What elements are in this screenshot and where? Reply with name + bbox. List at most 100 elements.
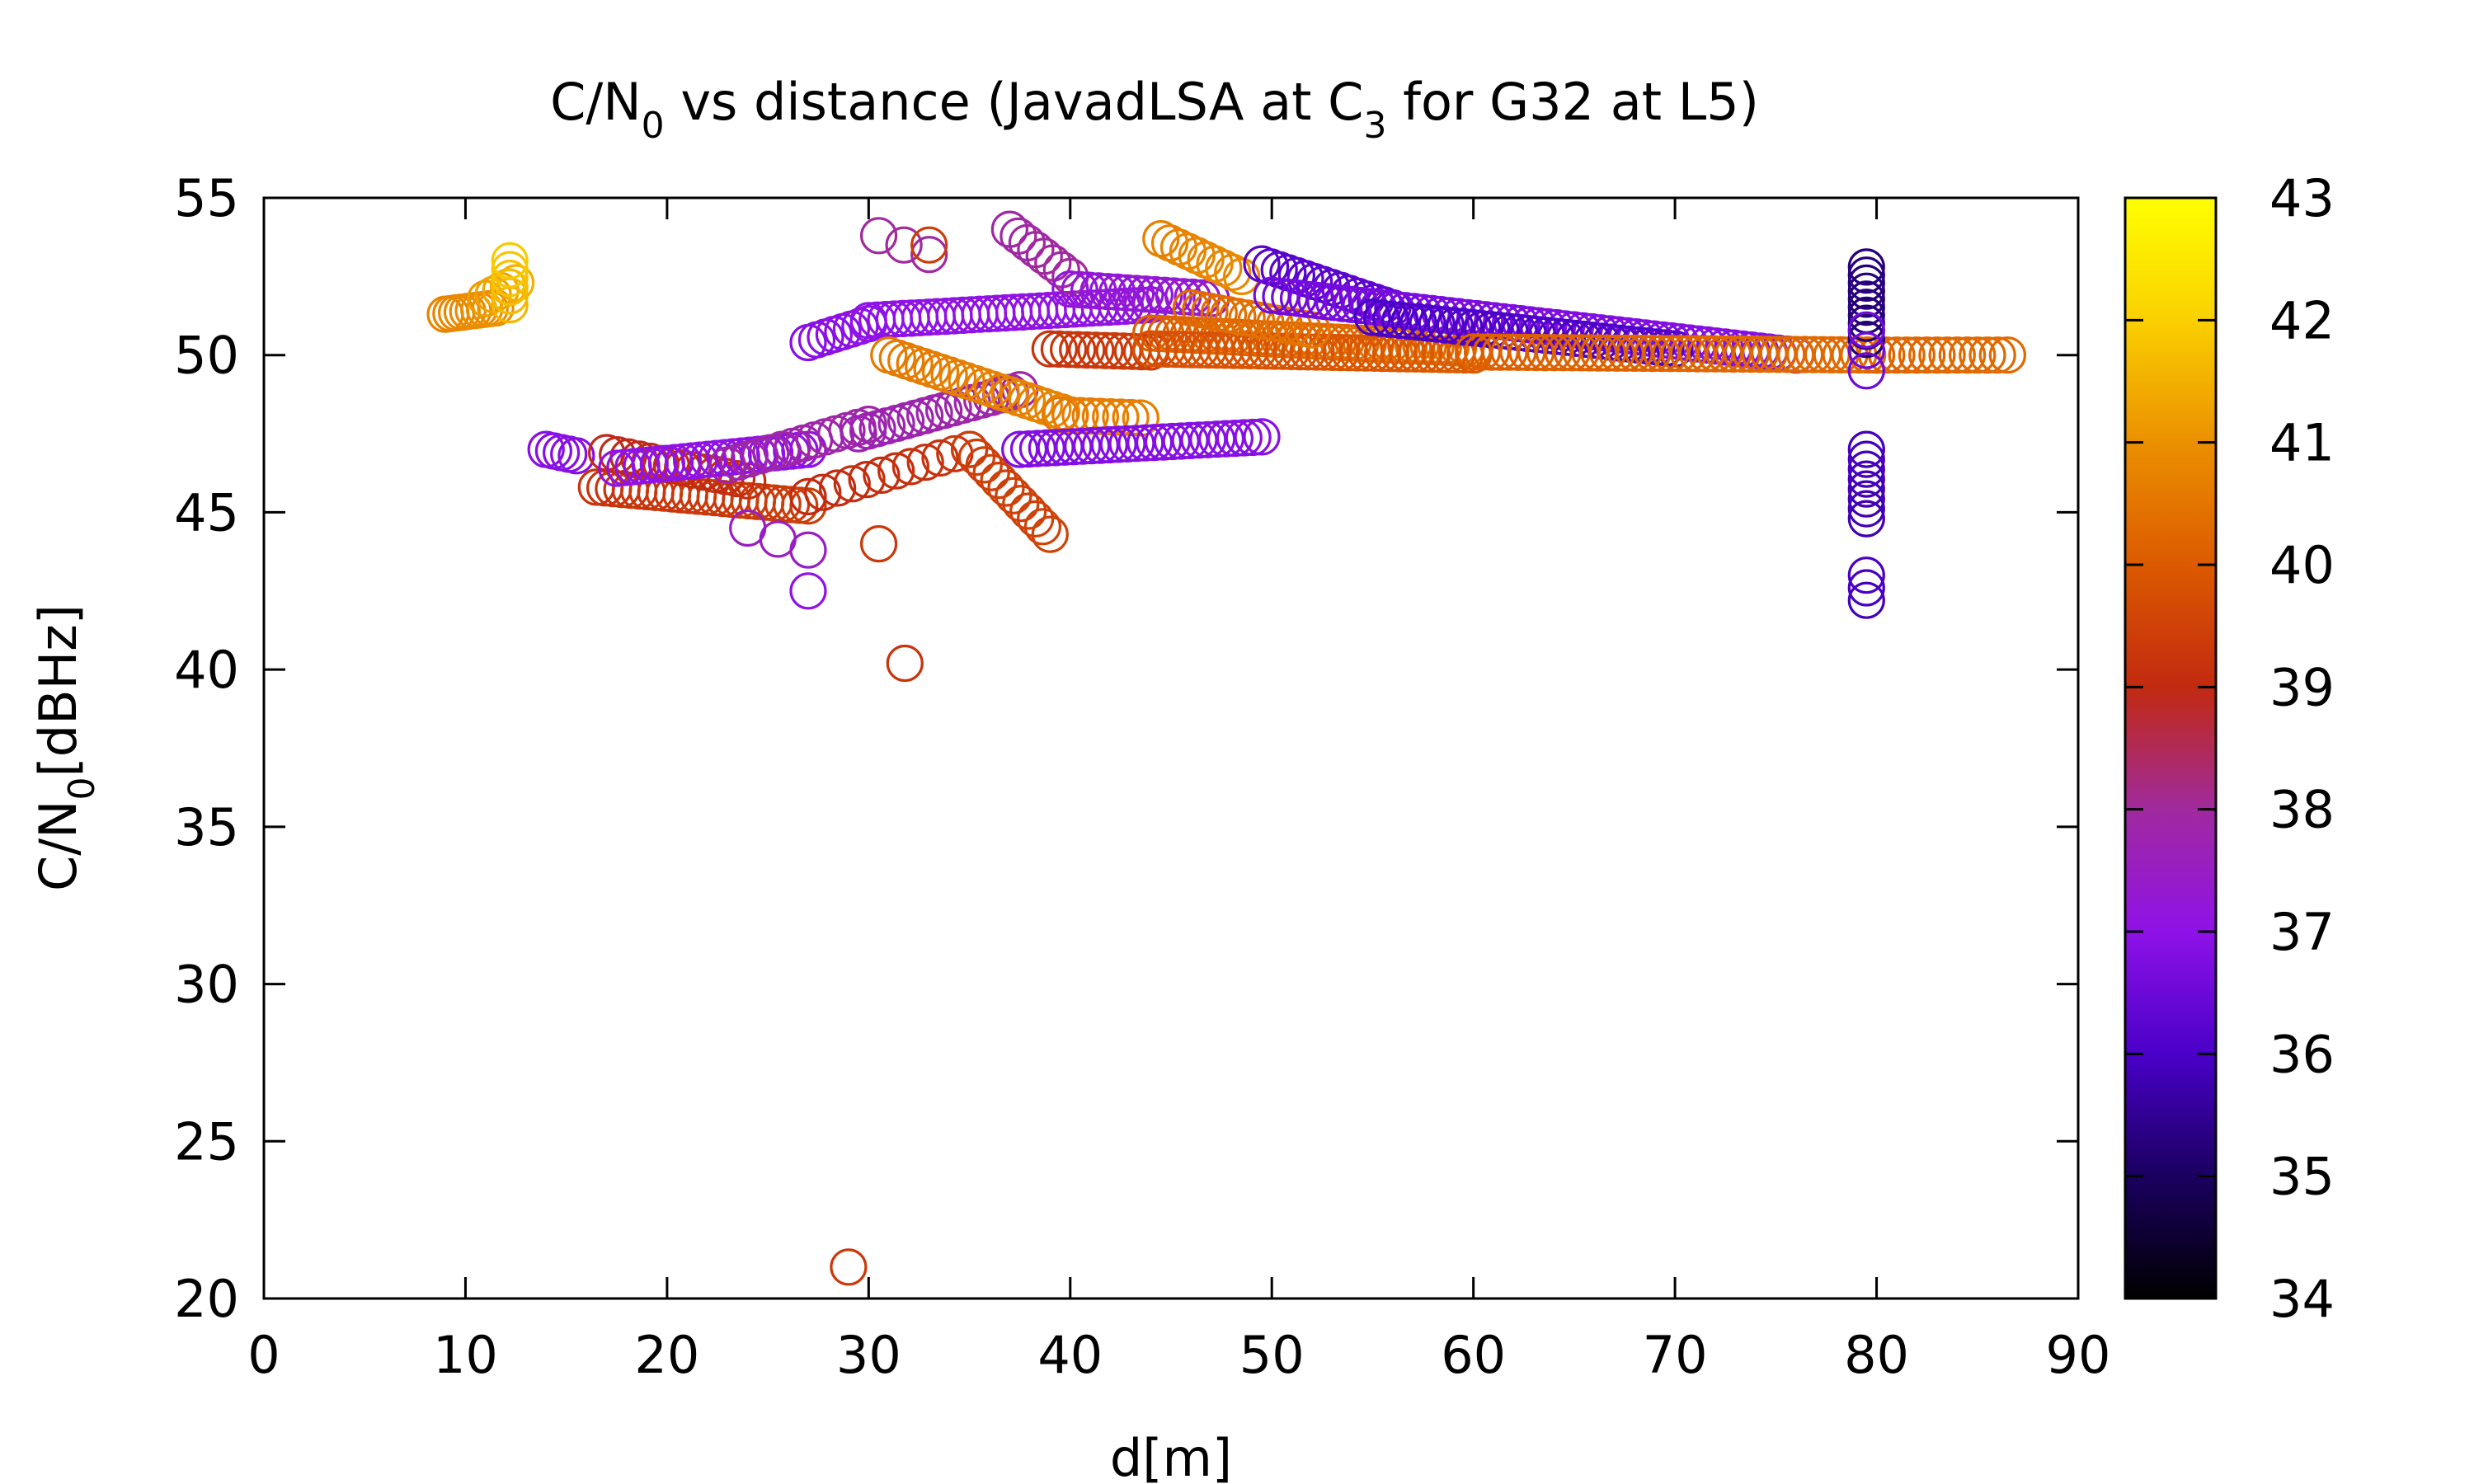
scatter-point xyxy=(1847,490,1885,528)
x-tick-label: 70 xyxy=(1643,1325,1708,1385)
scatter-point xyxy=(921,439,959,477)
scatter-point xyxy=(1148,330,1187,369)
scatter-point xyxy=(1959,336,1997,374)
colorbar-tick-label: 40 xyxy=(2269,535,2335,595)
scatter-point xyxy=(1847,569,1885,607)
scatter-point xyxy=(1135,424,1174,462)
scatter-point xyxy=(980,461,1018,500)
y-axis-label-sub: 0 xyxy=(61,777,103,800)
scatter-point xyxy=(818,469,857,507)
scatter-point xyxy=(1436,307,1475,345)
scatter-point xyxy=(491,251,529,289)
colorbar-tick-label: 35 xyxy=(2269,1147,2335,1207)
scatter-point xyxy=(1206,420,1245,458)
scatter-point xyxy=(1198,331,1236,369)
scatter-point xyxy=(557,437,595,475)
scatter-point xyxy=(1847,264,1885,302)
scatter-point xyxy=(1122,399,1159,437)
scatter-point xyxy=(1234,418,1272,457)
scatter-point xyxy=(1051,270,1089,308)
scatter-point xyxy=(1847,256,1885,294)
scatter-point xyxy=(1847,556,1885,594)
scatter-point xyxy=(1190,331,1228,369)
scatter-point xyxy=(1117,275,1155,312)
scatter-point xyxy=(1187,241,1225,279)
scatter-point xyxy=(1059,331,1097,369)
scatter-point xyxy=(1009,430,1048,468)
scatter-point xyxy=(972,453,1010,491)
scatter-point xyxy=(789,487,827,525)
scatter-point xyxy=(1847,480,1885,518)
scatter-point xyxy=(1978,336,2016,374)
x-tick-label: 80 xyxy=(1844,1325,1909,1385)
scatter-point xyxy=(1353,298,1392,336)
scatter-point xyxy=(1189,420,1227,458)
scatter-point xyxy=(1847,280,1885,318)
scatter-point xyxy=(1196,245,1234,283)
scatter-point xyxy=(1077,331,1115,369)
scatter-point xyxy=(1071,397,1109,435)
chart-title-part-3: for G32 at L5) xyxy=(1386,72,1759,132)
x-tick-label: 40 xyxy=(1037,1325,1103,1385)
scatter-point xyxy=(804,473,842,511)
y-tick-label: 20 xyxy=(174,1269,239,1329)
scatter-point xyxy=(995,477,1032,514)
scatter-point xyxy=(1455,309,1493,347)
scatter-point xyxy=(1928,336,1966,374)
scatter-point xyxy=(1231,331,1269,369)
x-tick-label: 50 xyxy=(1239,1325,1305,1385)
scatter-point xyxy=(1108,274,1145,312)
scatter-point xyxy=(830,1248,868,1286)
scatter-point xyxy=(910,226,948,264)
plot-area xyxy=(262,196,2080,1300)
scatter-point xyxy=(1092,398,1130,436)
scatter-point xyxy=(1409,304,1446,342)
y-tick-label: 55 xyxy=(174,168,239,228)
scatter-point xyxy=(477,289,515,327)
scatter-point xyxy=(891,448,930,486)
colorbar-tick-label: 41 xyxy=(2269,413,2335,473)
scatter-point xyxy=(1178,237,1216,275)
scatter-point xyxy=(1372,300,1410,338)
scatter-point xyxy=(1031,330,1069,368)
scatter-point xyxy=(1031,515,1069,553)
scatter-point xyxy=(1214,253,1252,291)
scatter-point xyxy=(1297,333,1335,371)
scatter-points xyxy=(426,210,2026,1286)
colorbar-tick-label: 43 xyxy=(2269,168,2335,228)
chart-title: C/N0 vs distance (JavadLSA at C3 for G32… xyxy=(550,72,1759,147)
scatter-point xyxy=(906,444,944,481)
x-tick-label: 20 xyxy=(634,1325,699,1385)
scatter-point xyxy=(789,477,827,516)
scatter-point xyxy=(1847,352,1885,390)
scatter-point xyxy=(910,236,948,274)
scatter-point xyxy=(1847,311,1885,349)
scatter-point xyxy=(817,415,855,453)
scatter-point xyxy=(1272,332,1310,370)
scatter-point xyxy=(1847,450,1885,488)
scatter-point xyxy=(1330,334,1368,372)
scatter-point xyxy=(1131,330,1170,368)
scatter-point xyxy=(877,452,915,490)
y-axis-label-part-1: C/N xyxy=(28,800,88,891)
scatter-point xyxy=(1061,270,1098,308)
scatter-point xyxy=(1847,470,1885,508)
y-axis-label-part-2: [dBHz] xyxy=(28,604,88,777)
scatter-point xyxy=(1445,308,1484,346)
colorbar-tick-label: 36 xyxy=(2269,1024,2335,1084)
scatter-point xyxy=(1150,224,1189,262)
scatter-point xyxy=(1847,321,1885,359)
scatter-point xyxy=(885,226,923,264)
scatter-point xyxy=(1847,331,1885,369)
scatter-point xyxy=(1182,331,1220,369)
scatter-point xyxy=(491,268,529,306)
scatter-point xyxy=(1126,275,1164,313)
scatter-point xyxy=(1009,492,1047,530)
y-tick-label: 35 xyxy=(174,797,239,857)
scatter-point xyxy=(1222,257,1261,295)
scatter-point xyxy=(1162,422,1200,460)
scatter-point xyxy=(1165,331,1203,369)
scatter-point xyxy=(1938,336,1976,374)
colorbar-axis: 34 35 36 37 38 39 40 41 42 43 xyxy=(2125,168,2335,1329)
